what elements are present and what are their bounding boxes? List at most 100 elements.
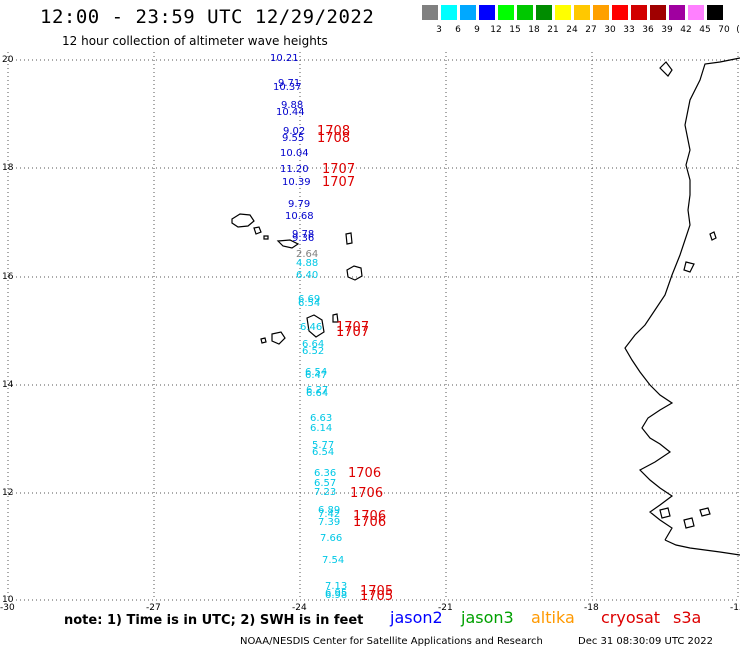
wave-height-observation: 6.64 xyxy=(306,388,328,399)
wave-height-observation: 9.71 xyxy=(278,78,300,89)
wave-height-observation: 10.44 xyxy=(276,107,305,118)
color-scale-label: 70 xyxy=(718,25,730,35)
coast-mauritania-senegal xyxy=(624,57,740,541)
color-scale-label: 33 xyxy=(623,25,635,35)
island-sao-nicolau xyxy=(276,239,300,249)
satellite-legend-entry: jason3 xyxy=(461,608,514,627)
latitude-tick-label: 12 xyxy=(2,488,14,498)
color-scale-label: 39 xyxy=(661,25,673,35)
island-boa-vista xyxy=(346,265,363,281)
satellite-legend-entry: altika xyxy=(531,608,575,627)
color-scale-swatch xyxy=(479,5,495,20)
color-scale-swatch xyxy=(669,5,685,20)
latitude-tick-label: 18 xyxy=(2,163,14,173)
longitude-tick-label: -24 xyxy=(292,603,307,613)
satellite-legend-entry: jason2 xyxy=(390,608,443,627)
latitude-tick-label: 20 xyxy=(2,55,14,65)
color-scale-label: 30 xyxy=(604,25,616,35)
color-scale-label: (ft) xyxy=(736,25,740,35)
color-scale-swatch xyxy=(498,5,514,20)
color-scale-swatch xyxy=(574,5,590,20)
wave-height-observation: 10.39 xyxy=(282,177,311,188)
longitude-tick-label: -15 xyxy=(730,603,740,613)
color-scale-swatch xyxy=(688,5,704,20)
track-id-label: 1706 xyxy=(350,486,383,501)
color-scale-label: 18 xyxy=(528,25,540,35)
track-id-label: 1705 xyxy=(360,589,393,604)
wave-height-observation: 9.02 xyxy=(283,126,305,137)
track-id-label: 1706 xyxy=(348,466,381,481)
island-brava xyxy=(260,337,267,344)
wave-height-observation: 6.89 xyxy=(318,505,340,516)
island-santo-antao xyxy=(231,213,255,228)
island-fogo xyxy=(271,331,286,345)
african-coastline xyxy=(624,57,740,556)
wave-height-observation: 7.54 xyxy=(322,555,344,566)
longitude-tick-label: -27 xyxy=(146,603,161,613)
wave-height-observation: 9.36 xyxy=(292,233,314,244)
wave-height-observation: 6.27 xyxy=(306,385,328,396)
track-id-label: 1708 xyxy=(317,131,350,146)
color-scale-swatch xyxy=(707,5,723,20)
wave-height-observation: 6.36 xyxy=(314,468,336,479)
color-scale-swatch xyxy=(593,5,609,20)
wave-height-observation: 7.42 xyxy=(318,509,340,520)
wave-height-observation: 6.46 xyxy=(300,322,322,333)
island-arguin xyxy=(659,61,673,77)
color-scale-label: 21 xyxy=(547,25,559,35)
wave-height-observation: 7.66 xyxy=(320,533,342,544)
color-scale-swatch xyxy=(555,5,571,20)
wave-height-observation: 6.63 xyxy=(310,413,332,424)
latitude-tick-label: 16 xyxy=(2,272,14,282)
color-scale-label: 27 xyxy=(585,25,597,35)
track-id-label: 1707 xyxy=(336,320,369,335)
color-scale-label: 12 xyxy=(490,25,502,35)
wave-height-observation: 11.20 xyxy=(280,164,309,175)
wave-height-observation: 6.69 xyxy=(298,294,320,305)
wave-height-observation: 6.54 xyxy=(312,447,334,458)
track-id-label: 1705 xyxy=(360,584,393,599)
color-scale-label: 3 xyxy=(436,25,442,35)
island-maio xyxy=(332,313,339,323)
track-id-label: 1707 xyxy=(322,175,355,190)
wave-height-observation: 6.47 xyxy=(305,370,327,381)
wave-height-observation: 2.64 xyxy=(296,249,318,260)
color-scale-swatch xyxy=(422,5,438,20)
color-scale-swatch xyxy=(536,5,552,20)
color-scale-swatch xyxy=(612,5,628,20)
color-scale-swatch xyxy=(517,5,533,20)
color-scale-label: 45 xyxy=(699,25,711,35)
coast-guinea xyxy=(664,539,740,556)
track-id-label: 1707 xyxy=(336,325,369,340)
color-scale-swatch xyxy=(650,5,666,20)
island-sao-vicente xyxy=(253,226,262,235)
wave-height-observation: 9.78 xyxy=(292,229,314,240)
island-santa-luzia xyxy=(263,235,269,240)
wave-height-observation: 6.54 xyxy=(305,367,327,378)
graticule xyxy=(7,52,739,601)
wave-height-observation: 9.88 xyxy=(281,100,303,111)
longitude-tick-label: -30 xyxy=(0,603,15,613)
cape-verde-islands xyxy=(231,213,363,345)
wave-height-observation: 4.88 xyxy=(296,258,318,269)
wave-height-observation: 7.13 xyxy=(325,581,347,592)
footer-credit: NOAA/NESDIS Center for Satellite Applica… xyxy=(240,636,543,647)
latitude-tick-label: 14 xyxy=(2,380,14,390)
track-id-label: 1708 xyxy=(317,124,350,139)
satellite-legend-entry: cryosat xyxy=(601,608,661,627)
wave-height-observation: 6.54 xyxy=(298,298,320,309)
wave-height-observation: 6.52 xyxy=(302,346,324,357)
island-bissagos-2 xyxy=(683,517,695,529)
wave-height-observation: 10.04 xyxy=(280,148,309,159)
color-scale-swatch xyxy=(631,5,647,20)
page-subtitle: 12 hour collection of altimeter wave hei… xyxy=(62,34,328,48)
track-label-layer: 1708170817071707170717071706170617061706… xyxy=(317,124,393,604)
coast-saloum xyxy=(683,261,695,273)
wave-height-observation: 6.64 xyxy=(302,339,324,350)
color-scale-label: 15 xyxy=(509,25,521,35)
longitude-tick-label: -18 xyxy=(584,603,599,613)
color-scale-swatch xyxy=(441,5,457,20)
wave-height-observation: 9.55 xyxy=(282,133,304,144)
